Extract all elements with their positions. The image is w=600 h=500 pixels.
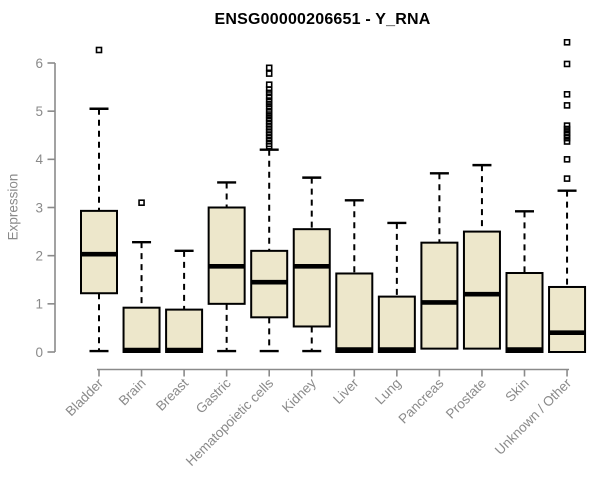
outlier-point — [265, 64, 273, 72]
x-category-label: Bladder — [63, 375, 107, 419]
y-tick-label: 2 — [35, 248, 43, 263]
y-tick-label: 0 — [35, 345, 43, 360]
outlier-point — [563, 60, 571, 68]
box-pancreas — [420, 241, 459, 350]
outlier-point — [265, 111, 273, 118]
x-category-label: Unknown / Other — [492, 375, 575, 458]
y-tick-label: 3 — [35, 200, 43, 215]
box-liver — [335, 272, 374, 354]
x-category-label: Gastric — [193, 375, 234, 416]
x-category-label: Pancreas — [396, 375, 447, 426]
outlier-point — [95, 46, 103, 54]
y-tick-label: 1 — [35, 297, 43, 312]
outlier-point — [563, 122, 571, 129]
chart-title: ENSG00000206651 - Y_RNA — [214, 11, 431, 28]
outlier-point — [265, 97, 273, 104]
x-category-label: Liver — [330, 375, 362, 407]
box-prostate — [462, 230, 501, 350]
x-category-label: Kidney — [279, 375, 319, 415]
y-tick-label: 6 — [35, 56, 43, 71]
x-category-label: Prostate — [443, 376, 489, 422]
box-brain — [122, 306, 161, 354]
x-category-label: Breast — [153, 375, 191, 413]
box-breast — [165, 308, 204, 354]
outlier-point — [563, 175, 571, 182]
outlier-point — [563, 38, 571, 46]
outlier-point — [138, 199, 145, 206]
outlier-point — [265, 93, 273, 101]
x-category-label: Brain — [116, 376, 149, 409]
box-skin — [505, 272, 544, 353]
outlier-point — [563, 156, 571, 163]
outlier-point — [563, 125, 571, 133]
outlier-point — [265, 107, 273, 115]
outlier-point — [265, 86, 273, 93]
y-tick-label: 4 — [35, 152, 43, 167]
outlier-point — [563, 134, 571, 142]
box-gastric — [207, 206, 246, 305]
outlier-point — [265, 100, 273, 108]
y-tick-label: 5 — [35, 104, 43, 119]
outlier-point — [265, 70, 273, 77]
outlier-point — [563, 102, 571, 109]
outlier-point — [265, 104, 273, 111]
outlier-point — [563, 138, 571, 145]
outlier-point — [265, 143, 273, 150]
x-category-label: Lung — [372, 376, 404, 408]
box-kidney — [292, 228, 331, 328]
x-category-label: Skin — [502, 376, 531, 405]
outlier-point — [265, 89, 273, 97]
box-unknown-other — [548, 285, 587, 354]
outlier-point — [563, 91, 571, 98]
box-lung — [377, 295, 416, 354]
